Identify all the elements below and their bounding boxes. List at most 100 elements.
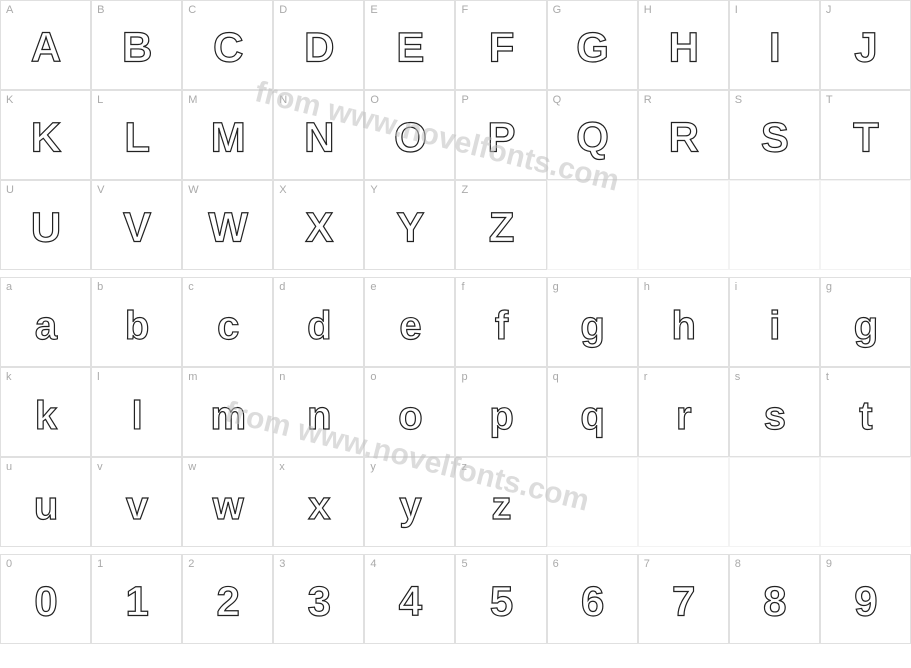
glyph: x: [308, 484, 329, 529]
glyph-cell: DD: [273, 0, 364, 90]
glyph: F: [489, 23, 514, 71]
glyph-cell: 33: [273, 554, 364, 644]
glyph-cell: QQ: [547, 90, 638, 180]
glyph-cell: MM: [182, 90, 273, 180]
glyph: Z: [489, 203, 514, 251]
glyph-cell: aa: [0, 277, 91, 367]
glyph-cell: JJ: [820, 0, 911, 90]
glyph: L: [124, 113, 149, 161]
cell-label: g: [826, 281, 832, 293]
glyph-cell: AA: [0, 0, 91, 90]
cell-label: d: [279, 281, 285, 293]
cell-label: F: [461, 4, 468, 16]
glyph: 0: [34, 577, 56, 625]
glyph: I: [769, 23, 780, 71]
glyph: 2: [217, 577, 239, 625]
cell-label: 4: [370, 558, 376, 570]
glyph: D: [304, 23, 333, 71]
glyph-cell: cc: [182, 277, 273, 367]
glyph: K: [31, 113, 60, 161]
glyph-cell: EE: [364, 0, 455, 90]
glyph-row: KKLLMMNNOOPPQQRRSSTT: [0, 90, 911, 180]
glyph: f: [495, 304, 507, 349]
glyph-row: kkllmmnnooppqqrrsstt: [0, 367, 911, 457]
glyph-cell: ee: [364, 277, 455, 367]
cell-label: 6: [553, 558, 559, 570]
cell-label: 8: [735, 558, 741, 570]
glyph: g: [580, 304, 603, 349]
cell-label: V: [97, 184, 104, 196]
glyph-cell: CC: [182, 0, 273, 90]
glyph-cell: [547, 180, 638, 270]
glyph: O: [394, 113, 426, 161]
glyph: y: [399, 484, 420, 529]
glyph-cell: HH: [638, 0, 729, 90]
cell-label: a: [6, 281, 12, 293]
glyph: W: [208, 203, 247, 251]
cell-label: S: [735, 94, 742, 106]
glyph-cell: yy: [364, 457, 455, 547]
cell-label: T: [826, 94, 833, 106]
glyph-cell: VV: [91, 180, 182, 270]
glyph: X: [305, 203, 332, 251]
cell-label: e: [370, 281, 376, 293]
glyph-cell: mm: [182, 367, 273, 457]
cell-label: s: [735, 371, 741, 383]
glyph-cell: [729, 180, 820, 270]
glyph-cell: ss: [729, 367, 820, 457]
cell-label: 2: [188, 558, 194, 570]
cell-label: l: [97, 371, 99, 383]
glyph: t: [859, 394, 871, 439]
glyph: U: [31, 203, 60, 251]
glyph: r: [676, 394, 691, 439]
glyph: 1: [125, 577, 147, 625]
glyph-cell: ff: [455, 277, 546, 367]
cell-label: 0: [6, 558, 12, 570]
cell-label: o: [370, 371, 376, 383]
cell-label: x: [279, 461, 285, 473]
cell-label: i: [735, 281, 737, 293]
glyph: 5: [490, 577, 512, 625]
glyph-cell: kk: [0, 367, 91, 457]
cell-label: G: [553, 4, 562, 16]
glyph-cell: [820, 457, 911, 547]
glyph-cell: oo: [364, 367, 455, 457]
glyph: G: [576, 23, 608, 71]
glyph: E: [396, 23, 423, 71]
cell-label: M: [188, 94, 197, 106]
cell-label: 7: [644, 558, 650, 570]
glyph-cell: OO: [364, 90, 455, 180]
glyph-cell: XX: [273, 180, 364, 270]
glyph: a: [35, 304, 56, 349]
cell-label: p: [461, 371, 467, 383]
glyph-cell: gg: [547, 277, 638, 367]
cell-label: k: [6, 371, 12, 383]
glyph-cell: WW: [182, 180, 273, 270]
glyph-cell: YY: [364, 180, 455, 270]
glyph-cell: TT: [820, 90, 911, 180]
cell-label: Z: [461, 184, 468, 196]
glyph-cell: 99: [820, 554, 911, 644]
glyph: e: [399, 304, 420, 349]
glyph-cell: 44: [364, 554, 455, 644]
glyph-cell: ii: [729, 277, 820, 367]
glyph-cell: LL: [91, 90, 182, 180]
glyph-cell: ww: [182, 457, 273, 547]
cell-label: U: [6, 184, 14, 196]
glyph-cell: 77: [638, 554, 729, 644]
glyph-cell: BB: [91, 0, 182, 90]
glyph-cell: rr: [638, 367, 729, 457]
cell-label: 5: [461, 558, 467, 570]
cell-label: y: [370, 461, 376, 473]
cell-label: 1: [97, 558, 103, 570]
glyph-cell: NN: [273, 90, 364, 180]
glyph-cell: uu: [0, 457, 91, 547]
glyph-row: uuvvwwxxyyzz: [0, 457, 911, 547]
cell-label: Q: [553, 94, 562, 106]
glyph-cell: zz: [455, 457, 546, 547]
cell-label: W: [188, 184, 198, 196]
glyph: m: [210, 394, 245, 439]
glyph: 3: [308, 577, 330, 625]
glyph-cell: [820, 180, 911, 270]
glyph-row: AABBCCDDEEFFGGHHIIJJ: [0, 0, 911, 90]
